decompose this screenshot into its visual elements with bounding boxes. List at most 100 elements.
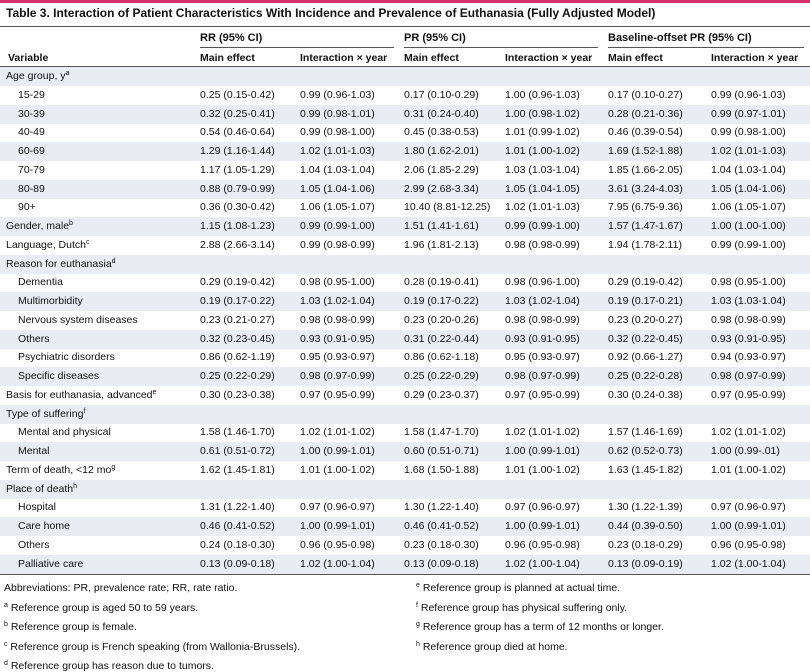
table-row: Place of deathh (0, 479, 810, 499)
row-label-text: Specific diseases (18, 370, 100, 382)
table-cell: 1.02 (1.00-1.04) (711, 557, 786, 570)
table-row: Term of death, <12 mog 1.62 (1.45-1.81) 1.… (0, 461, 810, 480)
row-label: Reason for euthanasiad (6, 258, 116, 270)
table-cell: 0.31 (0.22-0.44) (404, 332, 479, 345)
table-cell: 0.95 (0.93-0.97) (505, 351, 580, 364)
table-cell: 0.54 (0.46-0.64) (200, 126, 275, 139)
footnote: c Reference group is French speaking (fr… (4, 641, 300, 653)
row-label: Multimorbidity (18, 295, 83, 307)
rule (0, 26, 810, 27)
table-cell: 0.97 (0.96-0.97) (505, 501, 580, 514)
row-label: Care home (18, 520, 70, 532)
table-cell: 1.04 (1.03-1.04) (300, 163, 375, 176)
table-cell: 0.99 (0.98-1.01) (300, 107, 375, 120)
table-cell: 0.62 (0.52-0.73) (608, 445, 683, 457)
group-rule (404, 47, 598, 48)
table-cell: 1.00 (0.99-1.01) (300, 445, 375, 457)
table-cell: 0.99 (0.98-1.00) (300, 126, 375, 139)
table-cell: 0.23 (0.20-0.26) (404, 313, 479, 326)
table-cell: 1.03 (1.02-1.04) (505, 295, 580, 307)
table-cell: 0.32 (0.25-0.41) (200, 107, 275, 120)
footnote-letter: g (416, 621, 420, 628)
table-cell: 0.98 (0.95-1.00) (300, 276, 375, 289)
table-cell: 0.46 (0.41-0.52) (404, 520, 479, 532)
footnote-marker: h (73, 482, 78, 490)
table-cell: 1.31 (1.22-1.40) (200, 501, 275, 514)
row-label-text: Hospital (18, 501, 56, 514)
footnote-marker: e (152, 388, 157, 396)
group-rule (200, 47, 394, 48)
row-label: 30-39 (18, 108, 45, 120)
table-cell: 1.30 (1.22-1.39) (608, 501, 683, 514)
row-label: Nervous system diseases (18, 314, 138, 326)
row-label-text: 80-89 (18, 182, 45, 195)
footnote-text: Reference group is planned at actual tim… (422, 582, 621, 594)
table-cell: 0.97 (0.95-0.99) (300, 388, 375, 401)
row-label: 15-29 (18, 89, 45, 101)
table-cell: 0.93 (0.91-0.95) (505, 332, 580, 345)
table-cell: 0.32 (0.22-0.45) (608, 332, 683, 345)
table-cell: 1.03 (1.02-1.04) (300, 295, 375, 307)
row-label-text: Care home (18, 520, 70, 532)
table-cell: 1.29 (1.16-1.44) (200, 145, 275, 157)
table-cell: 0.99 (0.98-0.99) (300, 238, 375, 251)
table-cell: 1.02 (1.01-1.02) (711, 426, 786, 439)
table-cell: 1.03 (1.03-1.04) (711, 295, 786, 307)
table-row: Care home 0.46 (0.41-0.52) 1.00 (0.99-1.01… (0, 517, 810, 536)
footnote-marker: g (111, 463, 116, 471)
table-cell: 0.31 (0.24-0.40) (404, 107, 479, 120)
column-group-header: RR (95% CI) (200, 32, 263, 44)
table-cell: 1.02 (1.00-1.04) (505, 557, 580, 570)
table-row: Hospital 1.31 (1.22-1.40) 0.97 (0.96-0.97)… (0, 498, 810, 517)
table-cell: 0.86 (0.62-1.18) (404, 351, 479, 364)
table-cell: 0.97 (0.95-0.99) (711, 388, 786, 401)
table-cell: 0.17 (0.10-0.29) (404, 88, 479, 101)
table-cell: 0.99 (0.99-1.00) (505, 220, 580, 232)
table-cell: 0.24 (0.18-0.30) (200, 538, 275, 551)
footnote: e Reference group is planned at actual t… (416, 582, 620, 594)
table-row: 60-69 1.29 (1.16-1.44) 1.02 (1.01-1.03) 1.8… (0, 142, 810, 161)
table-cell: 1.01 (1.00-1.02) (505, 463, 580, 476)
table-row: 15-29 0.25 (0.15-0.42) 0.99 (0.96-1.03) 0.1… (0, 86, 810, 105)
table-cell: 0.96 (0.95-0.98) (505, 538, 580, 551)
table-cell: 0.97 (0.96-0.97) (300, 501, 375, 514)
table-cell: 0.13 (0.09-0.18) (200, 557, 275, 570)
row-label-text: Reason for euthanasia (6, 257, 112, 270)
column-group-header: Baseline-offset PR (95% CI) (608, 32, 752, 44)
table-row: Dementia 0.29 (0.19-0.42) 0.98 (0.95-1.00)… (0, 273, 810, 292)
column-header: Interaction × year (505, 52, 593, 64)
abbreviations: Abbreviations: PR, prevalence rate; RR, … (4, 582, 238, 594)
footnote-marker: b (69, 220, 73, 227)
table-cell: 1.00 (1.00-1.00) (711, 220, 786, 232)
table-cell: 1.01 (1.00-1.02) (300, 463, 375, 476)
table-cell: 10.40 (8.81-12.25) (404, 201, 491, 214)
table-cell: 0.86 (0.62-1.19) (200, 351, 275, 364)
row-label: Others (18, 539, 50, 551)
table-cell: 1.85 (1.66-2.05) (608, 163, 683, 176)
top-rule (0, 0, 810, 3)
table-cell: 0.29 (0.19-0.42) (200, 276, 275, 289)
table-cell: 0.92 (0.66-1.27) (608, 351, 683, 364)
row-label-text: Term of death, <12 mo (6, 463, 112, 476)
table-cell: 0.44 (0.39-0.50) (608, 520, 683, 532)
footnote-letter: a (4, 601, 8, 609)
table-cell: 1.51 (1.41-1.61) (404, 220, 479, 232)
row-label: Dementia (18, 276, 63, 288)
footnote: a Reference group is aged 50 to 59 years… (4, 602, 198, 614)
table-cell: 0.61 (0.51-0.72) (200, 445, 275, 457)
footnote-text: Reference group has a term of 12 months … (422, 621, 664, 633)
table-cell: 2.99 (2.68-3.34) (404, 182, 479, 195)
table-cell: 1.02 (1.01-1.03) (711, 145, 786, 157)
row-label: Language, Dutchc (6, 239, 89, 251)
row-label: Psychiatric disorders (18, 351, 115, 363)
table-row: 90+ 0.36 (0.30-0.42) 1.06 (1.05-1.07) 10.40… (0, 198, 810, 217)
footnote-marker: a (65, 70, 70, 77)
table-row: 80-89 0.88 (0.79-0.99) 1.05 (1.04-1.06) 2.9… (0, 179, 810, 199)
table-cell: 0.30 (0.24-0.38) (608, 388, 683, 401)
row-label-text: 30-39 (18, 107, 45, 120)
row-label: 40-49 (18, 126, 45, 138)
footnote: b Reference group is female. (4, 621, 137, 633)
row-label-text: Palliative care (18, 557, 84, 570)
footnote: f Reference group has physical suffering… (416, 602, 627, 614)
footnote-text: Reference group has reason due to tumors… (10, 660, 214, 672)
